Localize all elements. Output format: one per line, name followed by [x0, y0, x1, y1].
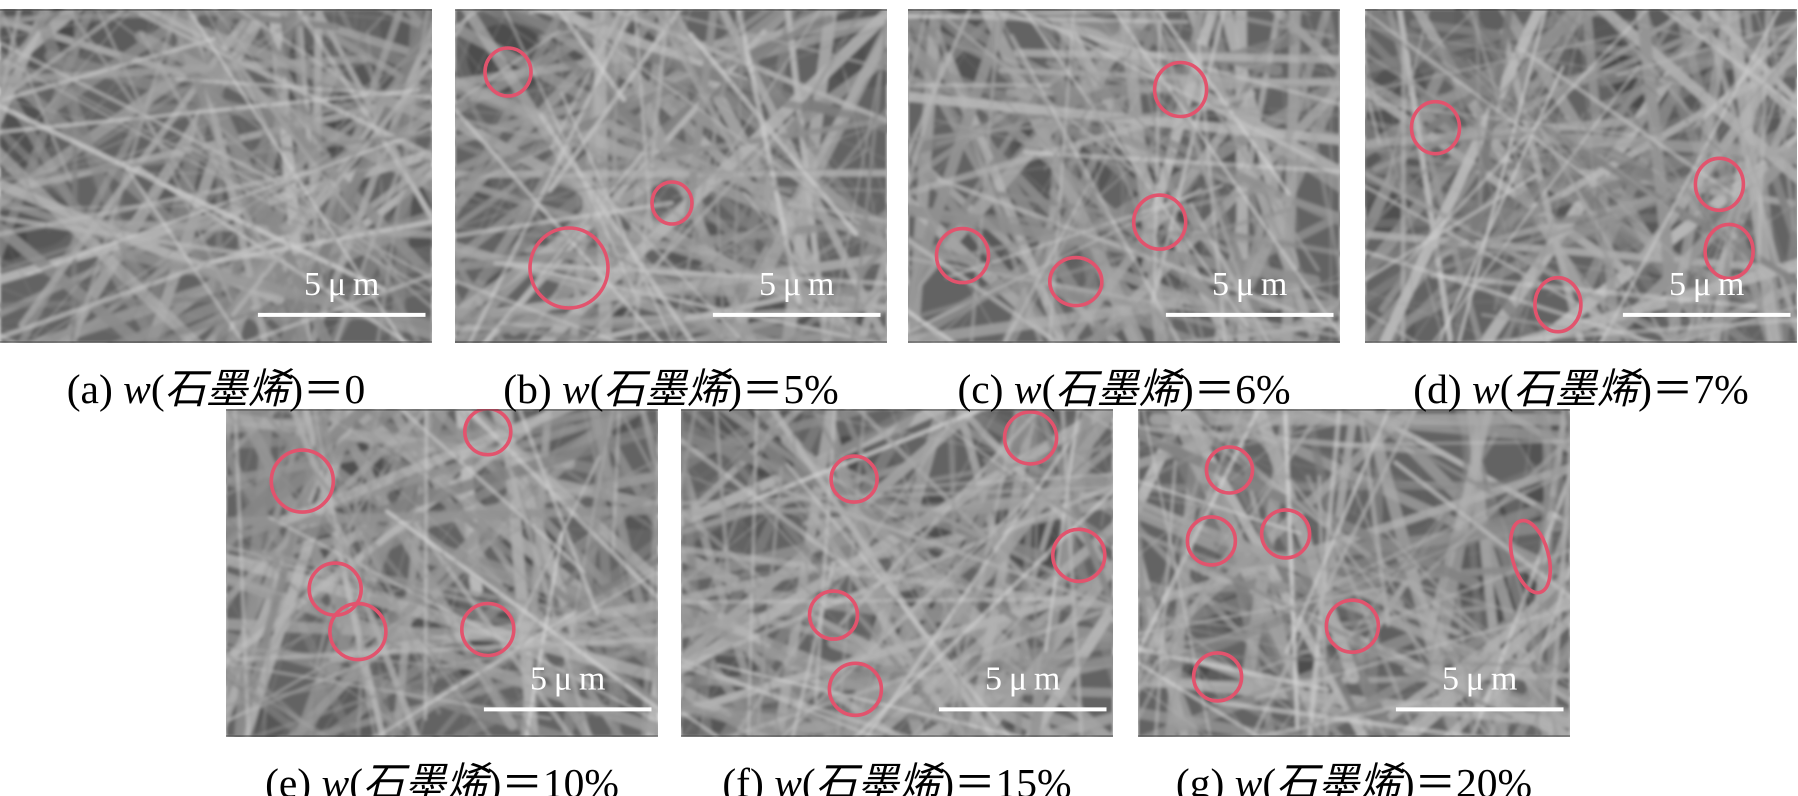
- svg-text:5 μ m: 5 μ m: [1212, 266, 1287, 303]
- svg-text:5 μ m: 5 μ m: [1669, 266, 1744, 303]
- svg-text:5 μ m: 5 μ m: [530, 660, 605, 697]
- svg-text:5 μ m: 5 μ m: [1442, 660, 1517, 697]
- svg-text:5 μ m: 5 μ m: [985, 660, 1060, 697]
- svg-text:5 μ m: 5 μ m: [759, 266, 834, 303]
- svg-text:5 μ m: 5 μ m: [304, 266, 379, 303]
